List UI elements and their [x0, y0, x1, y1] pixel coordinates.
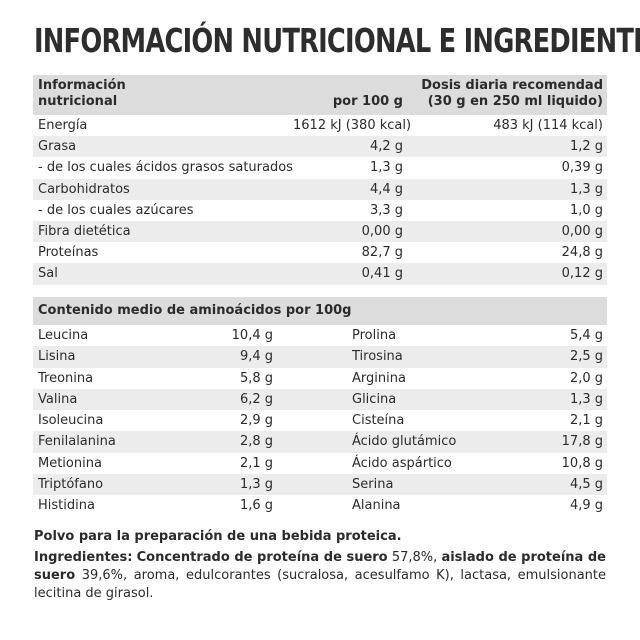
- nutrition-table-header: Información nutricional por 100 g Dosis …: [33, 75, 607, 115]
- value-daily-dose: 24,8 g: [561, 245, 603, 261]
- value-daily-dose: 483 kJ (114 kcal): [493, 118, 603, 133]
- nutrient-name: Sal: [38, 266, 58, 282]
- amino-name: Cisteína: [352, 413, 405, 429]
- amino-value: 2,0 g: [569, 370, 603, 386]
- amino-value: 5,8 g: [239, 370, 273, 386]
- header-per-100g: por 100 g: [332, 94, 403, 109]
- nutrient-name: - de los cuales ácidos grasos saturados: [38, 160, 293, 176]
- amino-value: 1,3 g: [239, 477, 273, 493]
- ingredient-whey-isolate: aislado de proteína de suero: [34, 550, 606, 583]
- preparation-note: Polvo para la preparación de una bebida …: [34, 529, 402, 544]
- amino-acid-table: Contenido medio de aminoácidos por 100g …: [33, 297, 607, 517]
- value-daily-dose: 1,0 g: [569, 202, 603, 218]
- amino-name: Metionina: [38, 455, 102, 471]
- amino-name: Tirosina: [352, 349, 403, 365]
- value-daily-dose: 1,3 g: [569, 181, 603, 197]
- nutrition-row: Energía 1612 kJ (380 kcal) 483 kJ (114 kca…: [33, 115, 607, 136]
- header-col3-line1: Dosis diaria recomendad: [421, 78, 603, 93]
- amino-value: 6,2 g: [239, 391, 273, 407]
- nutrition-row: - de los cuales azúcares 3,3 g 1,0 g: [33, 200, 607, 221]
- amino-value: 5,4 g: [569, 328, 603, 343]
- amino-name: Valina: [38, 391, 78, 407]
- amino-name: Treonina: [38, 370, 94, 386]
- amino-row: Metionina 2,1 g Ácido aspártico 10,8 g: [33, 453, 607, 474]
- amino-name: Isoleucina: [38, 413, 104, 429]
- nutrition-row: Carbohidratos 4,4 g 1,3 g: [33, 178, 607, 200]
- amino-value: 2,1 g: [239, 455, 273, 471]
- header-col3-line2: (30 g en 250 ml liquido): [427, 94, 603, 109]
- amino-row: Leucina 10,4 g Prolina 5,4 g: [33, 325, 607, 346]
- ingredients-rest: 39,6%, aroma, edulcorantes (sucralosa, a…: [34, 568, 607, 601]
- header-col1-line2: nutricional: [38, 94, 118, 109]
- amino-value: 2,9 g: [239, 413, 273, 429]
- nutrition-row: Proteínas 82,7 g 24,8 g: [33, 242, 607, 263]
- value-per-100g: 0,00 g: [361, 223, 403, 239]
- amino-value: 17,8 g: [561, 434, 603, 450]
- value-daily-dose: 0,12 g: [561, 266, 603, 282]
- amino-name: Arginina: [352, 370, 406, 386]
- amino-name: Alanina: [352, 498, 401, 514]
- amino-name: Triptófano: [38, 477, 104, 493]
- amino-row: Treonina 5,8 g Arginina 2,0 g: [33, 368, 607, 389]
- page-title: INFORMACIÓN NUTRICIONAL E INGREDIENTES: [34, 21, 640, 60]
- amino-name: Ácido glutámico: [352, 434, 457, 450]
- amino-name: Serina: [352, 477, 394, 493]
- amino-name: Lisina: [38, 349, 76, 365]
- value-per-100g: 1,3 g: [369, 160, 403, 176]
- amino-value: 2,5 g: [569, 349, 603, 365]
- value-daily-dose: 1,2 g: [569, 139, 603, 155]
- footer-text: Polvo para la preparación de una bebida …: [34, 528, 606, 603]
- amino-value: 10,8 g: [561, 455, 603, 471]
- nutrient-name: Proteínas: [38, 245, 99, 261]
- header-daily-dose: Dosis diaria recomendad (30 g en 250 ml …: [403, 75, 607, 115]
- amino-row: Valina 6,2 g Glicina 1,3 g: [33, 388, 607, 411]
- amino-row: Fenilalanina 2,8 g Ácido glutámico 17,8 g: [33, 431, 607, 453]
- nutrition-row: Grasa 4,2 g 1,2 g: [33, 136, 607, 158]
- amino-name: Fenilalanina: [38, 434, 116, 450]
- amino-row: Lisina 9,4 g Tirosina 2,5 g: [33, 346, 607, 368]
- ingredient-whey-concentrate: Concentrado de proteína de suero: [136, 550, 388, 565]
- nutrient-name: Energía: [38, 118, 88, 133]
- amino-row: Isoleucina 2,9 g Cisteína 2,1 g: [33, 410, 607, 431]
- nutrient-name: Carbohidratos: [38, 181, 130, 197]
- amino-name: Leucina: [38, 328, 89, 343]
- value-per-100g: 3,3 g: [369, 202, 403, 218]
- nutrition-row: - de los cuales ácidos grasos saturados 1…: [33, 157, 607, 178]
- header-nutrition-info: Información nutricional: [33, 75, 293, 115]
- value-per-100g: 82,7 g: [361, 245, 403, 261]
- amino-name: Histidina: [38, 498, 95, 514]
- ingredient-whey-concentrate-pct: 57,8%,: [391, 550, 438, 565]
- nutrition-row: Fibra dietética 0,00 g 0,00 g: [33, 220, 607, 243]
- amino-name: Ácido aspártico: [352, 455, 452, 471]
- value-daily-dose: 0,39 g: [561, 160, 603, 176]
- amino-value: 1,3 g: [569, 391, 603, 407]
- value-per-100g: 1612 kJ (380 kcal): [293, 118, 412, 133]
- amino-name: Prolina: [352, 328, 397, 343]
- value-per-100g: 4,4 g: [369, 181, 403, 197]
- ingredients-label: Ingredientes:: [34, 550, 133, 565]
- value-daily-dose: 0,00 g: [561, 223, 603, 239]
- value-per-100g: 0,41 g: [361, 266, 403, 282]
- header-col1-line1: Información: [38, 78, 126, 93]
- amino-row: Triptófano 1,3 g Serina 4,5 g: [33, 474, 607, 496]
- amino-value: 1,6 g: [239, 498, 273, 514]
- amino-acid-header: Contenido medio de aminoácidos por 100g: [33, 297, 607, 325]
- amino-value: 4,5 g: [569, 477, 603, 493]
- nutrition-table: Información nutricional por 100 g Dosis …: [33, 75, 607, 285]
- amino-row: Histidina 1,6 g Alanina 4,9 g: [33, 495, 607, 516]
- amino-value: 9,4 g: [239, 349, 273, 365]
- amino-value: 2,8 g: [239, 434, 273, 450]
- amino-value: 2,1 g: [569, 413, 603, 429]
- ingredients-paragraph: Ingredientes: Concentrado de proteína de…: [34, 549, 606, 603]
- nutrient-name: Grasa: [38, 139, 77, 155]
- amino-name: Glicina: [352, 391, 397, 407]
- nutrient-name: Fibra dietética: [38, 223, 131, 239]
- amino-value: 4,9 g: [569, 498, 603, 514]
- amino-value: 10,4 g: [231, 328, 273, 343]
- value-per-100g: 4,2 g: [369, 139, 403, 155]
- nutrition-row: Sal 0,41 g 0,12 g: [33, 263, 607, 285]
- nutrient-name: - de los cuales azúcares: [38, 202, 194, 218]
